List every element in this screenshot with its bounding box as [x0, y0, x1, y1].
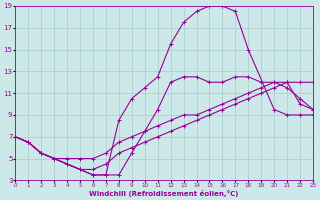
X-axis label: Windchill (Refroidissement éolien,°C): Windchill (Refroidissement éolien,°C) — [90, 190, 239, 197]
